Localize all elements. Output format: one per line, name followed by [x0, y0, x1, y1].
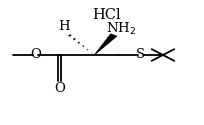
Text: HCl: HCl: [92, 8, 120, 22]
Text: H: H: [58, 20, 69, 33]
Text: O: O: [54, 82, 65, 95]
Polygon shape: [94, 34, 116, 55]
Text: NH$_2$: NH$_2$: [105, 21, 135, 37]
Text: S: S: [135, 48, 144, 62]
Text: O: O: [30, 48, 41, 62]
